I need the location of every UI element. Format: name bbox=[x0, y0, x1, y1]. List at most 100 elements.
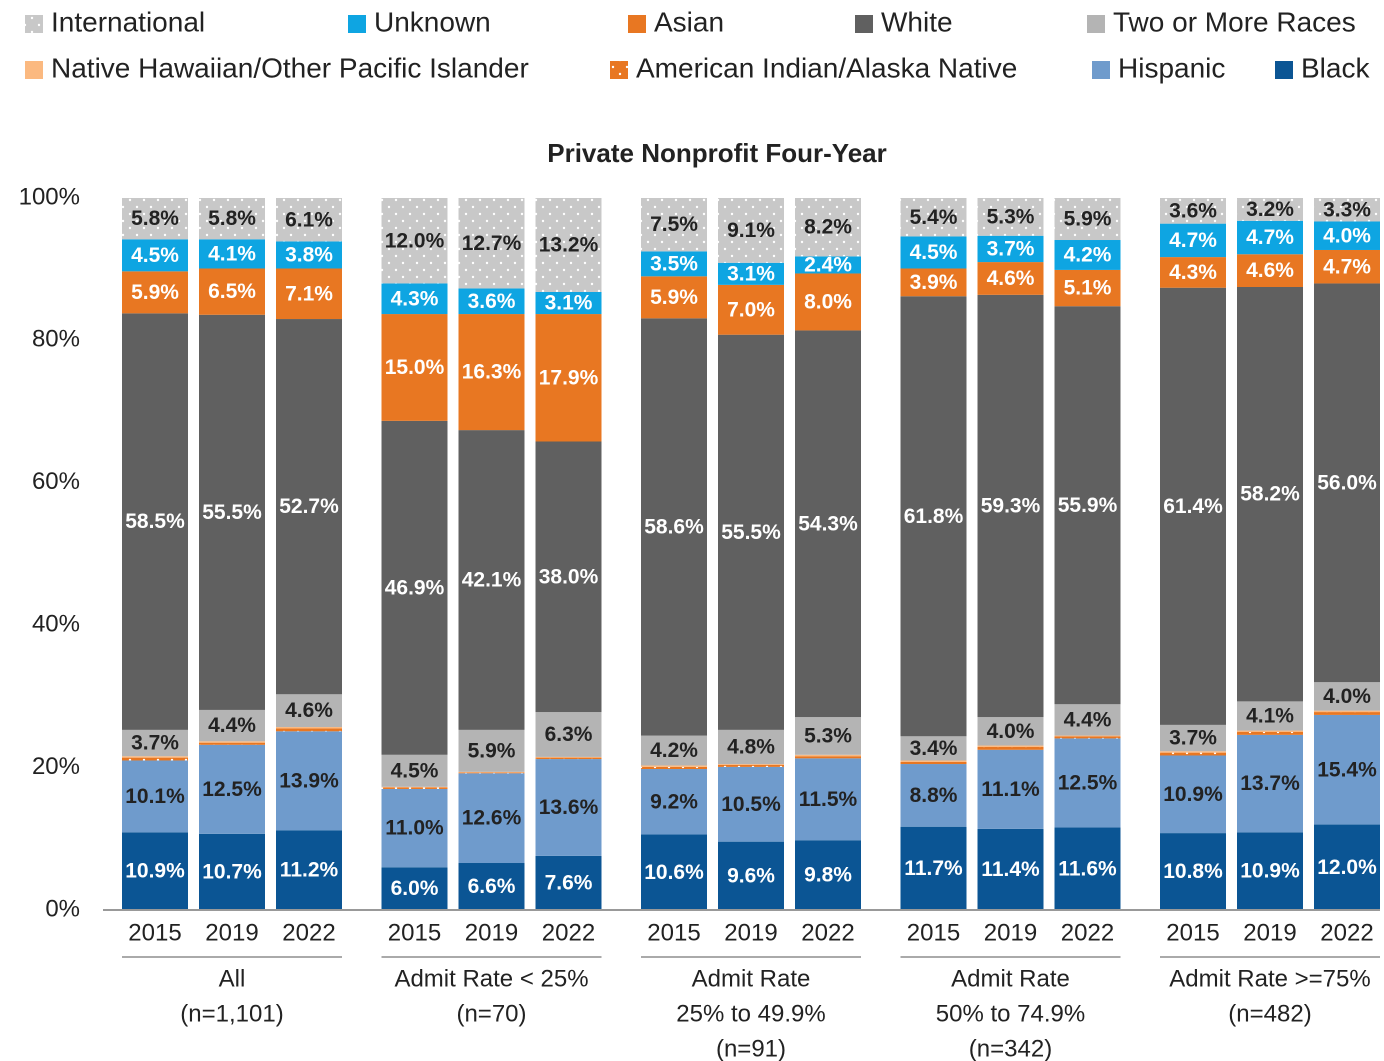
legend-label: Native Hawaiian/Other Pacific Islander bbox=[51, 52, 529, 83]
legend-swatch bbox=[1092, 61, 1110, 79]
group-label: All bbox=[219, 965, 246, 992]
bar-segment bbox=[199, 742, 265, 745]
x-tick-label: 2019 bbox=[984, 919, 1037, 946]
bar-segment bbox=[718, 841, 784, 910]
bar-segment bbox=[1054, 736, 1121, 739]
bar-segment bbox=[199, 744, 265, 834]
legend-label: Hispanic bbox=[1118, 52, 1225, 83]
data-label: 11.0% bbox=[385, 817, 444, 840]
group-label: 50% to 74.9% bbox=[936, 1000, 1085, 1027]
bar-segment bbox=[977, 828, 1044, 910]
data-label: 58.2% bbox=[1240, 483, 1300, 506]
data-label: 42.1% bbox=[462, 569, 522, 592]
y-tick-label: 40% bbox=[32, 611, 80, 638]
data-label: 3.7% bbox=[1169, 727, 1217, 750]
bar-segment bbox=[641, 318, 707, 736]
data-label: 11.1% bbox=[981, 778, 1040, 801]
bar-segment bbox=[199, 741, 265, 743]
data-label: 10.8% bbox=[1163, 860, 1223, 883]
legend-swatch bbox=[348, 15, 366, 33]
bar-segment bbox=[458, 772, 525, 774]
data-label: 9.6% bbox=[727, 864, 775, 887]
bar-segment bbox=[199, 239, 265, 269]
data-label: 11.7% bbox=[904, 857, 963, 880]
data-label: 16.3% bbox=[462, 361, 522, 384]
data-label: 55.9% bbox=[1058, 494, 1118, 517]
data-label: 5.4% bbox=[910, 206, 958, 229]
data-label: 54.3% bbox=[798, 512, 858, 535]
bar-segment bbox=[1237, 832, 1303, 910]
data-label: 10.1% bbox=[125, 785, 185, 808]
bar-segment bbox=[718, 729, 784, 765]
data-label: 4.0% bbox=[1323, 224, 1371, 247]
bar-segment bbox=[122, 757, 188, 761]
bar-segment bbox=[122, 198, 188, 240]
data-label: 5.8% bbox=[131, 207, 179, 230]
legend-swatch bbox=[628, 15, 646, 33]
bar-segment bbox=[276, 241, 342, 269]
bar-segment bbox=[458, 430, 525, 730]
bar-segment bbox=[458, 288, 525, 315]
bar-segment bbox=[1054, 198, 1121, 241]
bar-segment bbox=[122, 756, 188, 758]
bar-segment bbox=[641, 198, 707, 252]
legend-label: International bbox=[51, 6, 205, 37]
bar-segment bbox=[795, 273, 861, 331]
bar-segment bbox=[1160, 257, 1226, 288]
bar-segment bbox=[1160, 287, 1226, 725]
bar-segment bbox=[381, 420, 448, 755]
data-label: 6.0% bbox=[391, 877, 439, 900]
data-label: 12.0% bbox=[1317, 856, 1377, 879]
data-label: 38.0% bbox=[539, 565, 599, 588]
data-label: 3.1% bbox=[545, 292, 593, 315]
group-label: (n=342) bbox=[969, 1035, 1052, 1061]
data-label: 3.9% bbox=[910, 271, 958, 294]
bar-segment bbox=[535, 314, 602, 442]
bar-segment bbox=[900, 268, 967, 297]
x-tick-label: 2022 bbox=[542, 919, 595, 946]
data-label: 4.6% bbox=[987, 267, 1035, 290]
data-label: 46.9% bbox=[385, 576, 445, 599]
chart-title: Private Nonprofit Four-Year bbox=[547, 138, 887, 168]
bar-segment bbox=[718, 766, 784, 842]
bar-segment bbox=[458, 198, 525, 289]
data-label: 5.1% bbox=[1064, 277, 1112, 300]
bar-segment bbox=[199, 198, 265, 240]
bar-segment bbox=[1314, 682, 1380, 711]
bar-segment bbox=[458, 863, 525, 910]
data-label: 4.7% bbox=[1246, 226, 1294, 249]
data-label: 3.7% bbox=[131, 732, 179, 755]
bar-segment bbox=[1160, 198, 1226, 224]
bar-segment bbox=[1160, 752, 1226, 756]
bar-segment bbox=[977, 198, 1044, 236]
bar-segment bbox=[795, 754, 861, 757]
bar-segment bbox=[1237, 732, 1303, 735]
bar-segment bbox=[535, 291, 602, 315]
data-label: 55.5% bbox=[721, 521, 781, 544]
data-label: 13.9% bbox=[279, 769, 339, 792]
x-tick-label: 2015 bbox=[907, 919, 960, 946]
data-label: 12.5% bbox=[202, 778, 262, 801]
data-label: 4.3% bbox=[1169, 261, 1217, 284]
bar-segment bbox=[1314, 249, 1380, 284]
bar-segment bbox=[276, 731, 342, 831]
bar-segment bbox=[977, 746, 1044, 750]
bar-segment bbox=[381, 754, 448, 787]
group-label: Admit Rate < 25% bbox=[394, 965, 588, 992]
bar-segment bbox=[1314, 824, 1380, 910]
data-label: 10.9% bbox=[1240, 860, 1300, 883]
bar-segment bbox=[381, 786, 448, 788]
data-label: 59.3% bbox=[981, 494, 1041, 517]
data-label: 13.6% bbox=[539, 796, 599, 819]
data-label: 3.3% bbox=[1323, 198, 1371, 221]
bar-segment bbox=[900, 296, 967, 737]
bar-segment bbox=[122, 313, 188, 730]
bar-segment bbox=[1314, 712, 1380, 715]
legend-label: Asian bbox=[654, 6, 724, 37]
data-label: 4.1% bbox=[208, 242, 256, 265]
data-label: 4.4% bbox=[208, 714, 256, 737]
bar-segment bbox=[718, 334, 784, 730]
data-label: 52.7% bbox=[279, 495, 339, 518]
x-tick-label: 2015 bbox=[128, 919, 181, 946]
